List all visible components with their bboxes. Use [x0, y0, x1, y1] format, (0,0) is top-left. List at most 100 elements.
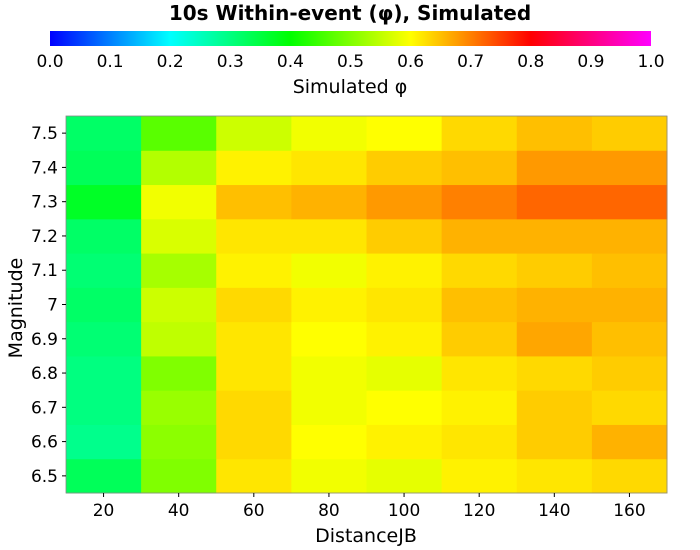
- colorbar-tick-label: 0.8: [517, 52, 544, 72]
- heatmap-cell: [591, 253, 668, 288]
- heatmap-cell: [141, 424, 217, 460]
- heatmap-cell: [516, 116, 593, 151]
- x-tick-label: 40: [168, 501, 190, 521]
- heatmap-cell: [441, 355, 518, 391]
- heatmap-cell: [216, 184, 292, 220]
- y-tick-label: 7.3: [31, 193, 58, 213]
- y-tick-label: 7.2: [31, 227, 58, 247]
- heatmap-cell: [216, 253, 292, 288]
- heatmap-cell: [66, 253, 142, 288]
- heatmap-cell: [216, 355, 292, 391]
- heatmap-cell: [591, 355, 668, 391]
- heatmap-cell: [216, 424, 292, 460]
- heatmap-cell: [216, 150, 292, 186]
- x-tick-label: 120: [463, 501, 495, 521]
- heatmap-cell: [141, 355, 217, 391]
- colorbar-tick-label: 1.0: [637, 52, 664, 72]
- heatmap-cell: [591, 424, 668, 460]
- heatmap-cell: [291, 218, 368, 254]
- heatmap-cell: [516, 218, 593, 254]
- heatmap-cell: [291, 424, 368, 460]
- heatmap-cell: [141, 150, 217, 186]
- x-tick-label: 140: [538, 501, 570, 521]
- y-tick-label: 7.1: [31, 261, 58, 281]
- heatmap-cell: [291, 184, 368, 220]
- heatmap-cell: [141, 390, 217, 425]
- chart-title: 10s Within-event (φ), Simulated: [168, 1, 532, 25]
- heatmap-cell: [216, 218, 292, 254]
- y-axis-label: Magnitude: [5, 258, 27, 359]
- heatmap-cell: [591, 116, 668, 151]
- y-tick-label: 6.8: [31, 364, 58, 384]
- heatmap-cell: [141, 253, 217, 288]
- colorbar-tick-label: 0.0: [36, 52, 63, 72]
- colorbar-tick-label: 0.2: [157, 52, 184, 72]
- heatmap-cell: [66, 355, 142, 391]
- heatmap-cell: [66, 184, 142, 220]
- heatmap-cell: [591, 218, 668, 254]
- heatmap-cell: [516, 287, 593, 323]
- colorbar-tick-label: 0.1: [97, 52, 124, 72]
- heatmap-cell: [441, 150, 518, 186]
- heatmap-cell: [516, 458, 593, 494]
- heatmap-cell: [66, 458, 142, 494]
- heatmap-cell: [441, 458, 518, 494]
- y-tick-label: 7.4: [31, 158, 58, 178]
- y-tick-label: 7: [47, 296, 58, 316]
- heatmap-cell: [591, 184, 668, 220]
- colorbar: [50, 31, 651, 46]
- heatmap-cell: [291, 355, 368, 391]
- heatmap-cell: [66, 150, 142, 186]
- colorbar-tick-label: 0.4: [277, 52, 304, 72]
- heatmap-cell: [141, 458, 217, 494]
- heatmap-cell: [516, 321, 593, 357]
- heatmap-cell: [366, 253, 443, 288]
- colorbar-tick-label: 0.5: [337, 52, 364, 72]
- colorbar-label: Simulated φ: [293, 76, 408, 98]
- heatmap-cell: [366, 321, 443, 357]
- heatmap-cell: [216, 321, 292, 357]
- heatmap-cell: [141, 116, 217, 151]
- heatmap-cell: [516, 355, 593, 391]
- colorbar-tick-label: 0.6: [397, 52, 424, 72]
- heatmap-cell: [291, 458, 368, 494]
- heatmap-cell: [591, 390, 668, 425]
- heatmap-cell: [591, 287, 668, 323]
- heatmap-cell: [591, 150, 668, 186]
- heatmap-cell: [291, 150, 368, 186]
- x-axis-label: DistanceJB: [315, 525, 417, 547]
- x-tick-label: 100: [388, 501, 420, 521]
- heatmap-cell: [441, 253, 518, 288]
- y-tick-label: 6.7: [31, 398, 58, 418]
- heatmap-cell: [291, 116, 368, 151]
- x-tick-label: 20: [93, 501, 115, 521]
- heatmap-cell: [291, 287, 368, 323]
- heatmap-cell: [366, 150, 443, 186]
- heatmap-cell: [66, 390, 142, 425]
- heatmap-cell: [366, 355, 443, 391]
- y-tick-label: 6.6: [31, 433, 58, 453]
- heatmap-cell: [66, 321, 142, 357]
- heatmap-cell: [366, 424, 443, 460]
- heatmap-cell: [366, 458, 443, 494]
- heatmap-cell: [216, 390, 292, 425]
- heatmap-cell: [66, 424, 142, 460]
- heatmap-cell: [366, 218, 443, 254]
- heatmap-cell: [291, 390, 368, 425]
- heatmap-cell: [516, 150, 593, 186]
- heatmap-cell: [366, 116, 443, 151]
- x-tick-label: 60: [243, 501, 265, 521]
- heatmap-cell: [441, 390, 518, 425]
- colorbar-tick-label: 0.3: [217, 52, 244, 72]
- heatmap-cell: [441, 218, 518, 254]
- heatmap-cell: [441, 424, 518, 460]
- heatmap-cell: [141, 218, 217, 254]
- x-tick-label: 160: [613, 501, 645, 521]
- heatmap-cell: [291, 321, 368, 357]
- colorbar-tick-label: 0.9: [577, 52, 604, 72]
- colorbar-tick-label: 0.7: [457, 52, 484, 72]
- heatmap-cell: [441, 184, 518, 220]
- heatmap-cell: [216, 116, 292, 151]
- y-tick-label: 6.9: [31, 330, 58, 350]
